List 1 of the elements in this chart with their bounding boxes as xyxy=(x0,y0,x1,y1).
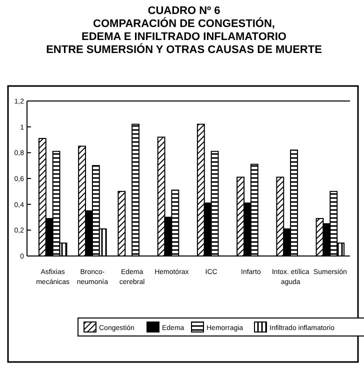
chart-title: CUADRO Nº 6 COMPARACIÓN DE CONGESTIÓN, EDEMA E INFILTRADO INFLAMATORIO ENTRE SUMERSIÓN Y OTRAS CAUSAS DE MUERTE xyxy=(46,5,322,56)
